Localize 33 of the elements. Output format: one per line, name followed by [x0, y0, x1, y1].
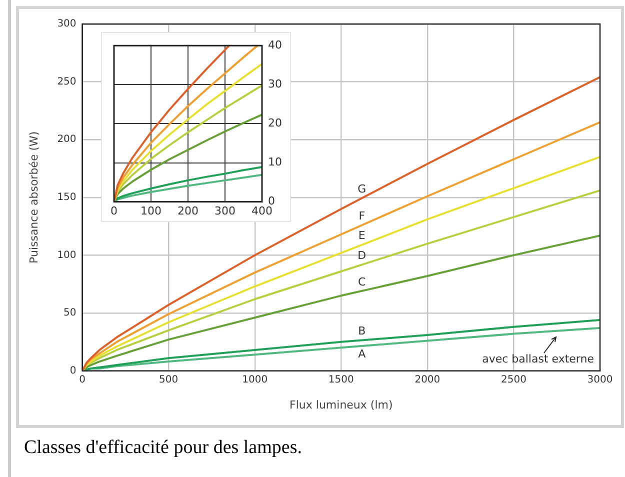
series-label: E: [358, 229, 366, 242]
y-tick-label: 150: [57, 192, 76, 203]
y-tick-label: 300: [57, 18, 76, 30]
x-tick-label: 500: [159, 374, 178, 386]
x-tick-label: 2500: [500, 374, 526, 386]
text: Classes d'efficacité pour des lampes.: [24, 437, 302, 459]
series-label: A: [358, 347, 366, 360]
series-label: G: [358, 182, 366, 196]
series-label: B: [358, 324, 366, 338]
y-tick-label: 250: [57, 76, 76, 88]
x-axis-title: Flux lumineux (lm): [290, 398, 393, 412]
x-tick-label: 1000: [242, 374, 268, 386]
x-tick-label: 200: [178, 204, 198, 218]
annotation: avec ballast externe: [482, 352, 594, 366]
y-tick-label: 40: [268, 38, 282, 52]
x-tick-label: 2000: [414, 374, 440, 386]
x-tick-label: 0: [79, 374, 86, 386]
y-axis-title: Puissance absorbée (W): [27, 131, 40, 264]
y-tick-label: 100: [57, 250, 76, 261]
y-tick-label: 200: [57, 134, 76, 146]
y-tick-label: 0: [70, 365, 76, 376]
y-tick-label: 30: [268, 78, 282, 91]
x-tick-label: 0: [110, 204, 118, 218]
series-label: C: [358, 275, 366, 288]
x-tick-label: 1500: [328, 374, 354, 386]
x-tick-label: 100: [140, 204, 162, 218]
y-tick-label: 20: [268, 116, 282, 130]
y-tick-label: 50: [64, 308, 76, 319]
series-label: D: [358, 249, 366, 262]
series-label: F: [358, 210, 366, 223]
x-tick-label: 300: [214, 204, 236, 218]
y-tick-label: 10: [268, 156, 282, 169]
x-tick-label: 3000: [587, 374, 613, 386]
